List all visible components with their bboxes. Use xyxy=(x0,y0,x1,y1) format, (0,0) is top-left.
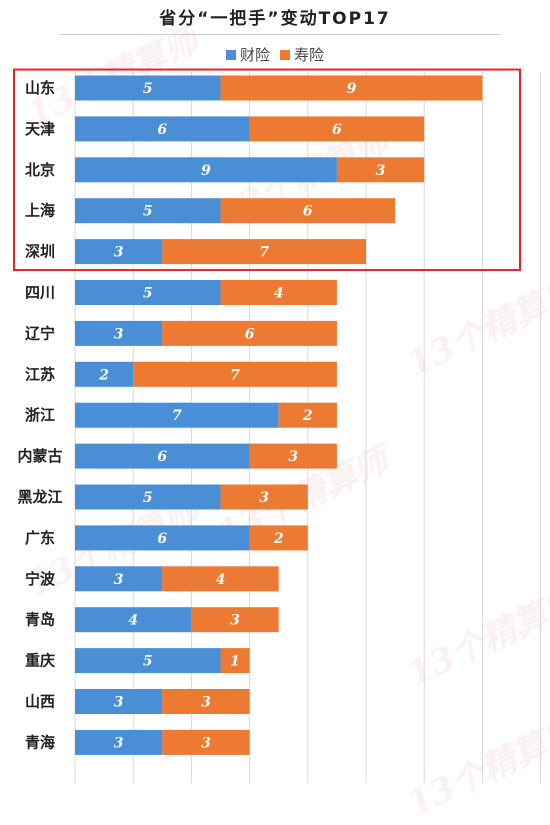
bar-life xyxy=(249,443,337,469)
data-label: 3 xyxy=(114,572,124,588)
data-label: 6 xyxy=(332,122,342,138)
bar-life xyxy=(220,648,250,674)
data-label: 2 xyxy=(273,531,284,547)
bar-life xyxy=(133,361,337,387)
data-label: 4 xyxy=(216,572,226,588)
data-label: 5 xyxy=(143,490,153,506)
bar-life xyxy=(162,320,337,346)
bar-life xyxy=(162,729,250,755)
legend-label-finance: 财险 xyxy=(239,46,270,64)
data-label: 6 xyxy=(157,122,167,138)
data-label: 6 xyxy=(245,326,255,342)
bar-life xyxy=(191,607,279,633)
data-label: 5 xyxy=(143,654,153,670)
bar-finance xyxy=(75,443,250,469)
chart-title: 省分“一把手”变动TOP17 xyxy=(159,9,391,29)
category-label: 深圳 xyxy=(25,243,55,261)
bar-life xyxy=(220,280,337,305)
category-label: 浙江 xyxy=(25,406,55,424)
data-label: 5 xyxy=(143,286,153,302)
bar-life xyxy=(220,198,396,224)
data-label: 3 xyxy=(114,326,124,342)
highlight-box xyxy=(13,68,521,272)
legend-swatch-life xyxy=(280,49,290,60)
data-label: 2 xyxy=(98,367,109,383)
title-divider xyxy=(60,34,500,35)
category-label: 黑龙江 xyxy=(17,488,62,506)
data-label: 2 xyxy=(302,408,313,424)
category-label: 宁波 xyxy=(25,570,56,588)
data-label: 9 xyxy=(201,163,211,179)
category-label: 山东 xyxy=(25,79,55,97)
data-label: 3 xyxy=(114,735,124,751)
category-label: 青海 xyxy=(25,733,55,751)
chart-legend: 财险 寿险 xyxy=(0,44,550,65)
bar-life xyxy=(220,75,483,101)
bar-finance xyxy=(75,402,279,428)
category-label: 重庆 xyxy=(25,652,55,670)
data-label: 3 xyxy=(259,490,269,506)
bar-finance xyxy=(75,607,192,633)
bar-life xyxy=(249,525,308,551)
bar-life xyxy=(278,402,337,428)
bar-finance xyxy=(75,566,163,592)
data-label: 6 xyxy=(157,449,167,465)
bar-finance xyxy=(75,320,163,346)
category-label: 青岛 xyxy=(25,611,55,629)
data-label: 4 xyxy=(274,286,284,302)
data-label: 3 xyxy=(376,163,386,179)
bar-finance xyxy=(75,361,134,387)
data-label: 9 xyxy=(347,81,357,97)
category-label: 江苏 xyxy=(25,365,55,383)
data-label: 6 xyxy=(157,531,167,547)
legend-swatch-finance xyxy=(225,49,236,60)
bar-finance xyxy=(75,116,250,142)
bar-chart: 山东 5 9 天津 6 6 北京 9 3 上海 5 6 深圳 3 7 四川 5 4 辽宁 3 6 江苏 2 7 浙江 7 2 内蒙古 6… xyxy=(13,68,542,784)
bar-finance xyxy=(75,239,163,265)
bar-finance xyxy=(75,689,163,714)
bar-finance xyxy=(75,198,221,224)
category-label: 山西 xyxy=(25,693,55,711)
bar-life xyxy=(336,157,425,183)
bar-life xyxy=(162,566,279,592)
bar-finance xyxy=(75,648,221,674)
data-label: 3 xyxy=(114,695,124,711)
bar-finance xyxy=(75,729,163,755)
bar-finance xyxy=(75,525,250,551)
data-label: 6 xyxy=(303,204,313,220)
bar-life xyxy=(249,116,425,142)
data-label: 3 xyxy=(114,245,124,261)
category-label: 上海 xyxy=(25,202,55,220)
bar-finance xyxy=(75,75,221,101)
data-label: 5 xyxy=(143,81,153,97)
bar-finance xyxy=(75,157,337,183)
data-label: 3 xyxy=(201,735,211,751)
bar-life xyxy=(220,484,308,510)
bar-life xyxy=(162,689,250,714)
data-label: 3 xyxy=(230,613,240,629)
bar-finance xyxy=(75,280,221,305)
category-label: 北京 xyxy=(25,161,55,179)
category-label: 四川 xyxy=(25,284,55,302)
category-label: 内蒙古 xyxy=(17,447,62,465)
bar-life xyxy=(162,239,366,265)
legend-item-life: 寿险 xyxy=(280,44,324,65)
data-label: 4 xyxy=(128,613,138,629)
data-label: 5 xyxy=(143,204,153,220)
data-label: 7 xyxy=(230,367,240,383)
data-label: 1 xyxy=(230,654,240,670)
data-label: 3 xyxy=(288,449,298,465)
data-label: 7 xyxy=(259,245,269,261)
data-label: 3 xyxy=(201,695,211,711)
bar-finance xyxy=(75,484,221,510)
legend-item-finance: 财险 xyxy=(225,44,270,65)
category-label: 辽宁 xyxy=(25,324,55,342)
legend-label-life: 寿险 xyxy=(294,46,325,64)
category-label: 广东 xyxy=(25,529,55,547)
category-label: 天津 xyxy=(25,120,55,138)
data-label: 7 xyxy=(172,408,182,424)
